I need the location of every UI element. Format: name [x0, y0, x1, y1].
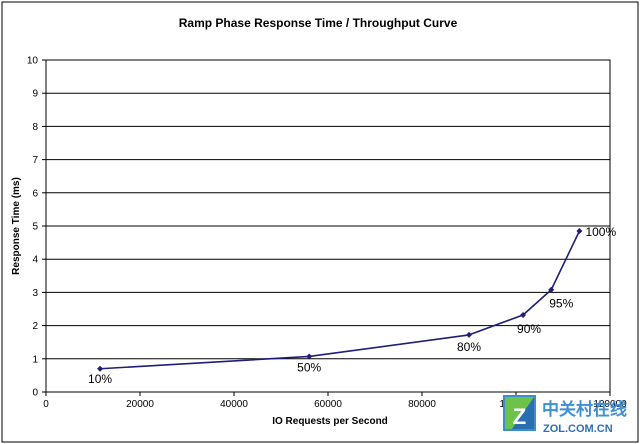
data-point-label: 80%: [457, 340, 481, 354]
y-tick-label: 10: [27, 56, 39, 67]
zol-watermark: Z 中关村在线 ZOL.COM.CN: [503, 395, 627, 435]
y-axis-label: Response Time (ms): [11, 177, 22, 275]
x-tick-label: 80000: [408, 399, 436, 410]
y-tick-label: 4: [32, 255, 38, 266]
y-tick-label: 2: [32, 321, 38, 332]
grid-layer: [46, 92, 610, 360]
data-point-marker: [466, 331, 472, 338]
data-point-marker: [306, 353, 313, 360]
data-point-label: 95%: [549, 297, 573, 311]
data-point-label: 50%: [297, 360, 321, 374]
data-point-marker: [520, 311, 527, 318]
data-point-marker: [97, 365, 104, 372]
x-axis-label: IO Requests per Second: [272, 416, 388, 427]
data-point-marker: [576, 227, 583, 234]
y-tick-label: 9: [32, 89, 38, 100]
chart-title: Ramp Phase Response Time / Throughput Cu…: [179, 16, 458, 30]
data-point-label: 10%: [88, 372, 112, 386]
series-line: [100, 230, 581, 370]
zol-logo-icon: Z: [503, 395, 536, 431]
y-tick-label: 0: [32, 388, 38, 399]
watermark-cn-text: 中关村在线: [542, 399, 627, 419]
data-point-label: 90%: [517, 322, 541, 336]
x-tick-label: 40000: [220, 399, 248, 410]
y-tick-label: 7: [32, 155, 38, 166]
x-tick-label: 0: [43, 399, 49, 410]
y-tick-label: 8: [32, 122, 38, 133]
y-tick-label: 6: [32, 188, 38, 199]
svg-text:Z: Z: [513, 404, 526, 429]
x-tick-label: 60000: [314, 399, 342, 410]
watermark-url-text: ZOL.COM.CN: [543, 423, 613, 435]
y-tick-label: 5: [32, 222, 38, 233]
y-tick-label: 1: [32, 354, 38, 365]
data-point-label: 100%: [585, 225, 616, 239]
data-point-marker: [548, 286, 555, 293]
x-tick-label: 20000: [126, 399, 154, 410]
series-layer: 10% 50% 80% 90% 95% 100%: [88, 225, 616, 386]
y-tick-label: 3: [32, 288, 38, 299]
x-tick-label: 120000: [593, 399, 627, 410]
